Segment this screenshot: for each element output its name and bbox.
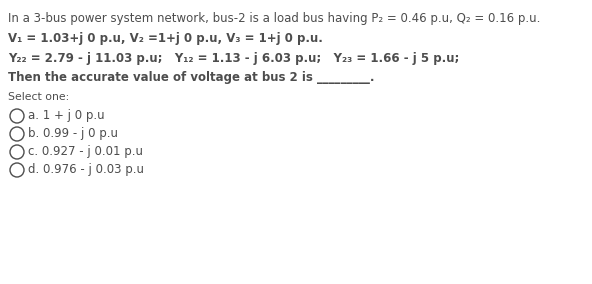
Text: a. 1 + j 0 p.u: a. 1 + j 0 p.u [28, 109, 105, 122]
Text: Select one:: Select one: [8, 92, 69, 102]
Text: Y₂₂ = 2.79 - j 11.03 p.u;   Y₁₂ = 1.13 - j 6.03 p.u;   Y₂₃ = 1.66 - j 5 p.u;: Y₂₂ = 2.79 - j 11.03 p.u; Y₁₂ = 1.13 - j… [8, 52, 459, 65]
Text: c. 0.927 - j 0.01 p.u: c. 0.927 - j 0.01 p.u [28, 145, 143, 158]
Text: b. 0.99 - j 0 p.u: b. 0.99 - j 0 p.u [28, 127, 118, 140]
Text: V₁ = 1.03+j 0 p.u, V₂ =1+j 0 p.u, V₃ = 1+j 0 p.u.: V₁ = 1.03+j 0 p.u, V₂ =1+j 0 p.u, V₃ = 1… [8, 32, 323, 45]
Text: In a 3-bus power system network, bus-2 is a load bus having P₂ = 0.46 p.u, Q₂ = : In a 3-bus power system network, bus-2 i… [8, 12, 540, 25]
Text: Then the accurate value of voltage at bus 2 is _________.: Then the accurate value of voltage at bu… [8, 71, 375, 84]
Text: d. 0.976 - j 0.03 p.u: d. 0.976 - j 0.03 p.u [28, 163, 144, 176]
